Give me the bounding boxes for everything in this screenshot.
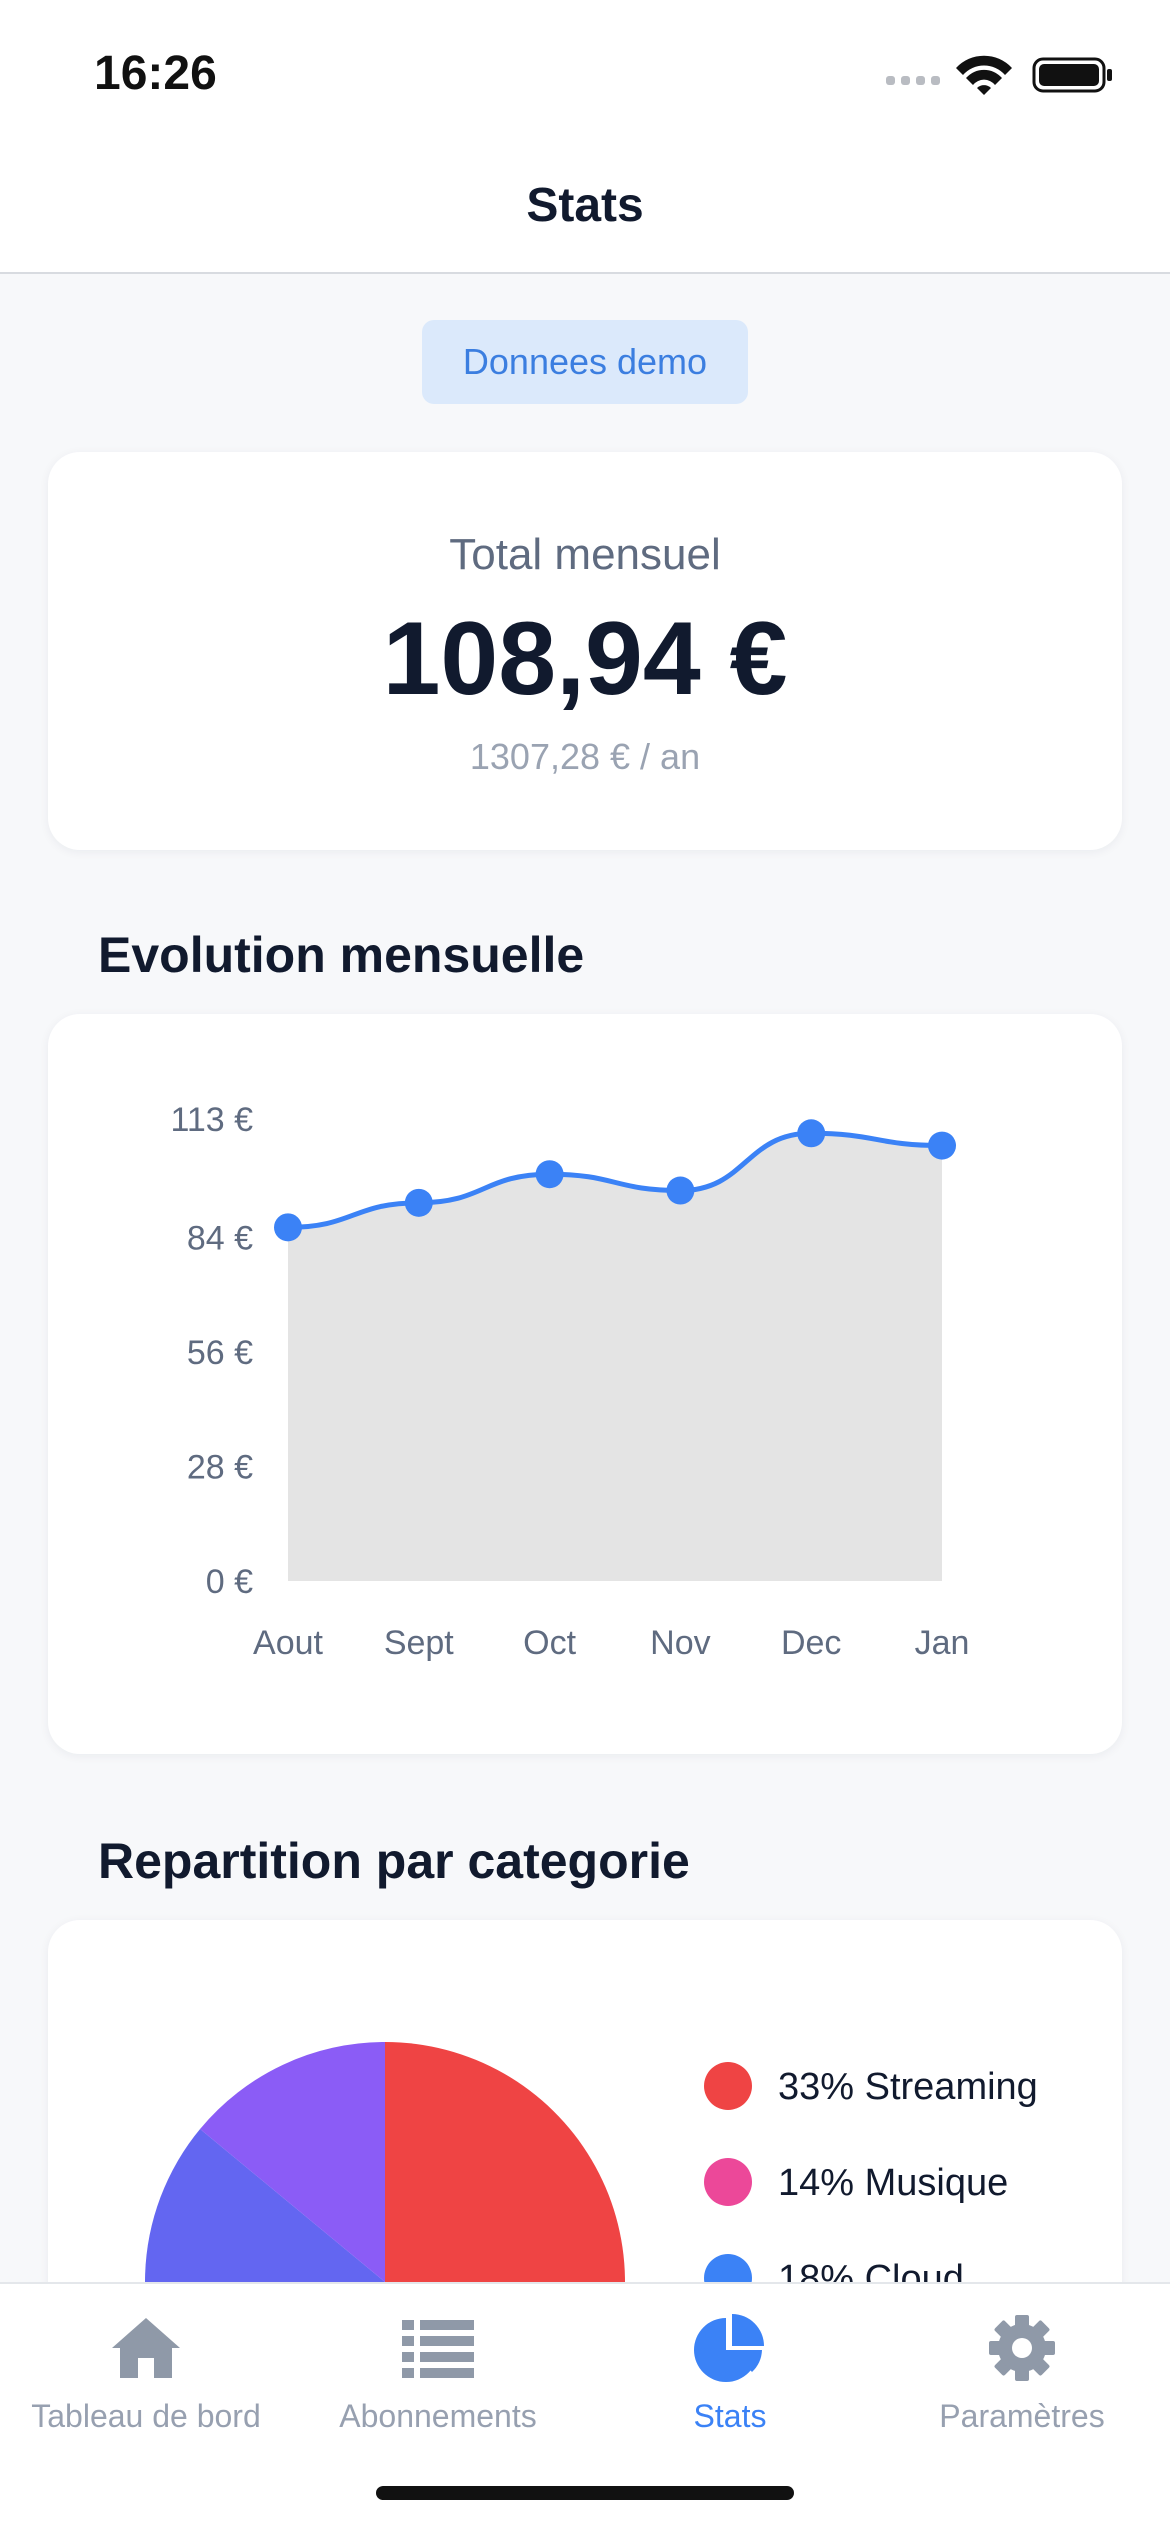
y-tick-label: 56 € [187, 1334, 253, 1372]
gear-icon [989, 2315, 1055, 2381]
x-tick-label: Oct [523, 1624, 576, 1662]
list-icon [402, 2320, 474, 2378]
cellular-signal-icon [886, 76, 940, 85]
x-tick-label: Dec [781, 1624, 841, 1662]
x-tick-label: Jan [915, 1624, 970, 1662]
tab-subscriptions[interactable]: Abonnements [292, 2284, 584, 2454]
chart-point [404, 1188, 433, 1217]
total-label: Total mensuel [449, 530, 721, 579]
chart-point [666, 1176, 695, 1205]
demo-data-badge: Donnees demo [422, 320, 748, 404]
tab-dashboard[interactable]: Tableau de bord [0, 2284, 292, 2454]
chart-point [797, 1119, 826, 1148]
tab-label: Paramètres [939, 2398, 1105, 2434]
page-title: Stats [526, 179, 644, 232]
status-icons [886, 55, 1112, 95]
house-icon [112, 2318, 180, 2378]
tab-label: Abonnements [339, 2398, 537, 2434]
x-tick-label: Nov [650, 1624, 710, 1662]
tab-label: Stats [693, 2398, 767, 2434]
evolution-chart-card: 0 € 28 € 56 € 84 € 113 € Aout Sept Oct Nov Dec Jan [48, 1014, 1122, 1754]
pie-chart-icon [694, 2314, 764, 2382]
evolution-chart: 0 € 28 € 56 € 84 € 113 € Aout Sept Oct Nov Dec Jan [170, 1101, 970, 1662]
chart-point [535, 1160, 564, 1189]
total-yearly: 1307,28 € / an [469, 736, 701, 777]
status-bar: 16:26 [0, 0, 1170, 150]
total-card: Total mensuel 108,94 € 1307,28 € / an [48, 452, 1122, 850]
status-time: 16:26 [94, 47, 217, 100]
tab-settings[interactable]: Paramètres [876, 2284, 1168, 2454]
chart-point [928, 1131, 956, 1160]
nav-header: Stats [0, 150, 1170, 274]
home-indicator [376, 2486, 794, 2500]
pie-slice [200, 2042, 385, 2282]
legend-dot [704, 2062, 752, 2110]
chart-point [274, 1213, 302, 1242]
x-tick-label: Aout [253, 1624, 323, 1662]
legend-dot [704, 2158, 752, 2206]
y-tick-label: 0 € [206, 1563, 253, 1601]
wifi-icon [956, 55, 1012, 95]
evolution-section-title: Evolution mensuelle [98, 927, 585, 983]
y-tick-label: 113 € [170, 1101, 253, 1139]
chart-area-fill [288, 1133, 942, 1581]
legend-label: 33% Streaming [778, 2066, 1038, 2108]
legend-label: 14% Musique [778, 2162, 1009, 2204]
tab-stats[interactable]: Stats [584, 2284, 876, 2454]
y-tick-label: 28 € [187, 1449, 253, 1487]
y-tick-label: 84 € [187, 1220, 253, 1258]
tab-bar: Tableau de bord Abonnements Stats [0, 2282, 1170, 2532]
total-amount: 108,94 € [382, 601, 788, 717]
battery-icon [1032, 57, 1112, 93]
x-tick-label: Sept [384, 1624, 454, 1662]
repartition-section-title: Repartition par categorie [98, 1833, 690, 1889]
tab-label: Tableau de bord [31, 2398, 261, 2434]
